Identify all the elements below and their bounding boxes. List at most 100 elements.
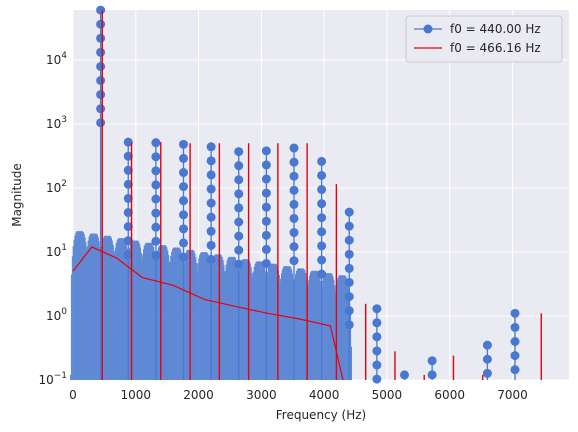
peak-marker bbox=[344, 249, 354, 259]
peak-marker bbox=[289, 256, 299, 266]
peak-marker bbox=[179, 153, 189, 163]
x-tick-label: 1000 bbox=[121, 388, 152, 402]
peak-marker bbox=[317, 156, 327, 166]
peak-marker bbox=[261, 259, 271, 269]
peak-marker bbox=[151, 180, 161, 190]
y-tick-label: 102 bbox=[46, 179, 67, 195]
peak-marker bbox=[344, 263, 354, 273]
peak-marker bbox=[179, 182, 189, 192]
peak-marker bbox=[234, 147, 244, 157]
peak-marker bbox=[206, 184, 216, 194]
y-tick-label: 103 bbox=[46, 115, 67, 131]
peak-marker bbox=[482, 368, 492, 378]
peak-marker bbox=[289, 228, 299, 238]
x-axis-ticks: 0 1000 2000 3000 4000 5000 6000 7000 bbox=[69, 388, 528, 402]
peak-marker bbox=[344, 292, 354, 302]
peak-marker bbox=[289, 171, 299, 181]
peak-marker bbox=[289, 242, 299, 252]
peak-marker bbox=[372, 318, 382, 328]
peak-marker bbox=[317, 185, 327, 195]
peak-marker bbox=[234, 231, 244, 241]
y-tick-label: 101 bbox=[46, 243, 67, 259]
peak-marker bbox=[261, 216, 271, 226]
peak-marker bbox=[179, 252, 189, 262]
peak-marker bbox=[510, 337, 520, 347]
peak-marker bbox=[317, 255, 327, 265]
peak-marker bbox=[96, 76, 106, 86]
peak-marker bbox=[151, 208, 161, 218]
peak-marker bbox=[234, 161, 244, 171]
x-tick-label: 6000 bbox=[434, 388, 465, 402]
peak-marker bbox=[261, 202, 271, 212]
peak-marker bbox=[289, 213, 299, 223]
peak-marker bbox=[344, 207, 354, 217]
peak-marker bbox=[317, 227, 327, 237]
peak-marker bbox=[317, 170, 327, 180]
peak-marker bbox=[344, 221, 354, 231]
peak-marker bbox=[510, 322, 520, 332]
peak-marker bbox=[123, 250, 133, 260]
peak-marker bbox=[151, 222, 161, 232]
peak-marker bbox=[206, 142, 216, 152]
peak-marker bbox=[96, 33, 106, 43]
peak-marker bbox=[151, 138, 161, 148]
peak-marker bbox=[289, 143, 299, 153]
peak-marker bbox=[234, 189, 244, 199]
legend-box bbox=[405, 15, 563, 63]
x-tick-label: 7000 bbox=[497, 388, 528, 402]
x-tick-label: 4000 bbox=[309, 388, 340, 402]
legend: f0 = 440.00 Hz f0 = 466.16 Hz bbox=[405, 15, 563, 63]
peak-marker bbox=[289, 157, 299, 167]
peak-marker bbox=[234, 217, 244, 227]
peak-marker bbox=[317, 269, 327, 279]
peak-marker bbox=[179, 210, 189, 220]
peak-marker bbox=[372, 374, 382, 384]
peak-marker bbox=[344, 277, 354, 287]
peak-marker bbox=[123, 222, 133, 232]
peak-marker bbox=[234, 175, 244, 185]
peak-marker bbox=[261, 146, 271, 156]
peak-marker bbox=[344, 235, 354, 245]
peak-marker bbox=[123, 236, 133, 246]
peak-marker bbox=[96, 90, 106, 100]
peak-marker bbox=[372, 346, 382, 356]
peak-marker bbox=[206, 254, 216, 264]
peak-marker bbox=[344, 320, 354, 330]
peak-marker bbox=[206, 156, 216, 166]
peak-marker bbox=[151, 152, 161, 162]
peak-marker bbox=[510, 351, 520, 361]
sidelobe-stems bbox=[70, 231, 352, 380]
legend-label-blue: f0 = 440.00 Hz bbox=[450, 22, 541, 36]
series-f0-466 bbox=[72, 10, 542, 381]
y-axis-ticks: 10−1 100 101 102 103 104 bbox=[38, 51, 67, 387]
peak-marker bbox=[261, 174, 271, 184]
x-axis-label: Frequency (Hz) bbox=[276, 408, 367, 422]
peak-marker bbox=[206, 226, 216, 236]
peak-marker bbox=[317, 213, 327, 223]
series-f0-440 bbox=[70, 5, 520, 384]
peak-marker bbox=[151, 166, 161, 176]
peak-marker bbox=[151, 236, 161, 246]
peak-marker bbox=[400, 370, 410, 380]
peak-marker bbox=[427, 356, 437, 366]
peak-marker bbox=[482, 340, 492, 350]
peak-marker bbox=[206, 240, 216, 250]
peak-marker bbox=[179, 168, 189, 178]
peak-marker bbox=[234, 259, 244, 269]
peak-marker bbox=[206, 170, 216, 180]
peak-marker bbox=[427, 370, 437, 380]
peak-marker bbox=[482, 354, 492, 364]
peak-marker bbox=[234, 203, 244, 213]
peak-marker bbox=[261, 160, 271, 170]
peak-marker bbox=[344, 306, 354, 316]
peak-marker bbox=[123, 165, 133, 175]
peak-marker bbox=[179, 238, 189, 248]
peak-marker bbox=[289, 199, 299, 209]
peak-marker bbox=[261, 244, 271, 254]
peak-marker bbox=[206, 212, 216, 222]
peak-marker bbox=[206, 198, 216, 208]
peak-marker bbox=[317, 199, 327, 209]
y-axis-label: Magnitude bbox=[10, 163, 24, 227]
peak-marker bbox=[96, 5, 106, 15]
